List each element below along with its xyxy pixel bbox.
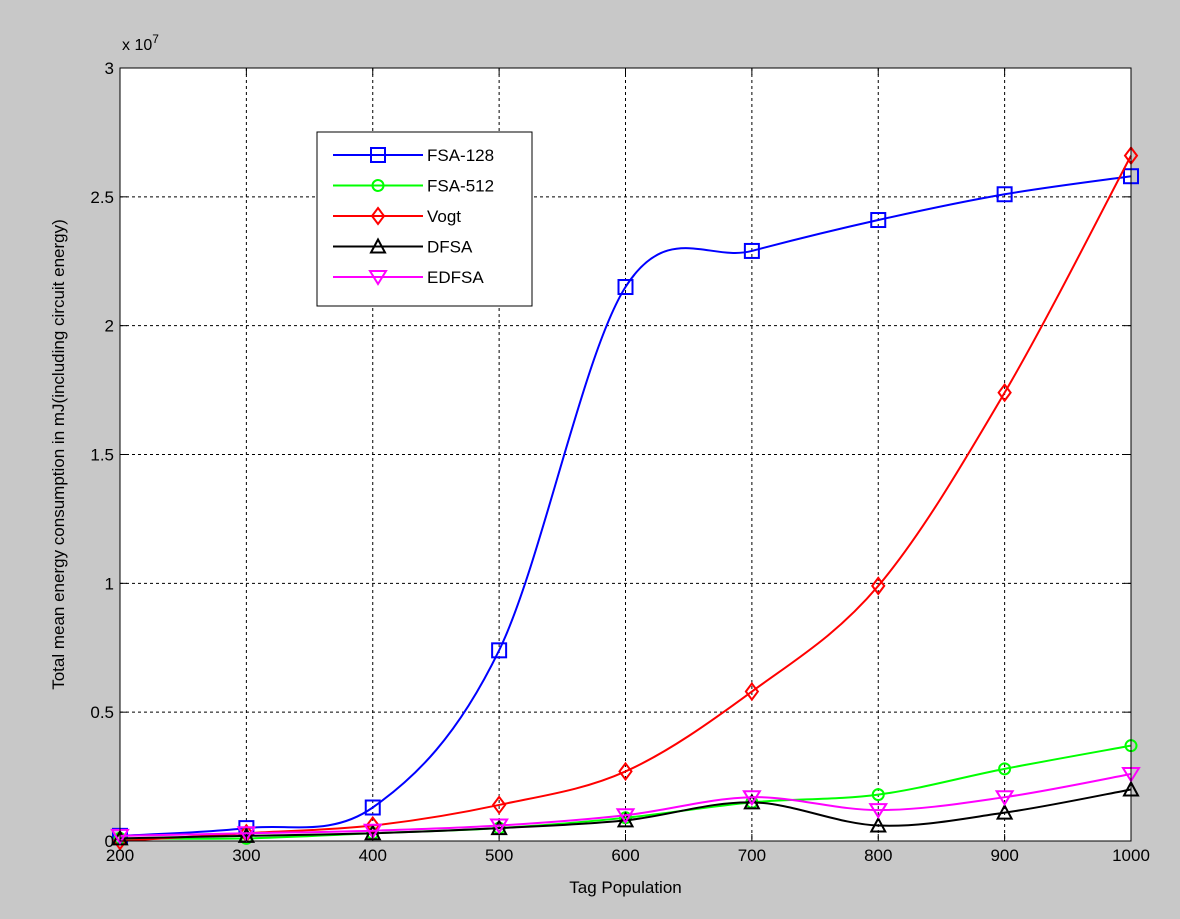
x-tick-label: 800	[864, 846, 892, 865]
y-tick-label: 0.5	[90, 703, 114, 722]
legend-item-dfsa: DFSA	[333, 237, 473, 257]
legend-label: FSA-128	[427, 146, 494, 165]
x-tick-label: 400	[359, 846, 387, 865]
data-point-dfsa	[616, 811, 635, 828]
data-point-vogt	[618, 761, 633, 782]
legend-marker	[370, 206, 386, 226]
y-tick-label: 2.5	[90, 188, 114, 207]
data-point-edfsa	[615, 808, 636, 825]
data-point-dfsa	[869, 816, 887, 833]
x-tick-label: 900	[990, 846, 1018, 865]
series-line-vogt	[119, 155, 1132, 842]
data-point-fsa-128	[743, 242, 760, 259]
y-axis-exponent: x 107	[122, 32, 159, 54]
y-axis-label: Total mean energy consumption in mJ(incl…	[49, 219, 68, 690]
x-tick-label: 300	[232, 846, 260, 865]
y-tick-label: 3	[105, 59, 114, 78]
x-tick-label: 700	[738, 846, 766, 865]
x-tick-label: 500	[485, 846, 513, 865]
data-point-fsa-128	[870, 212, 887, 229]
series-line-edfsa	[119, 773, 1132, 837]
data-point-edfsa	[362, 823, 383, 840]
data-point-vogt	[491, 795, 507, 815]
data-point-vogt	[744, 681, 760, 702]
data-point-fsa-128	[491, 642, 508, 659]
legend-label: Vogt	[427, 207, 461, 226]
data-point-fsa-128	[996, 186, 1013, 203]
legend-label: EDFSA	[427, 268, 484, 287]
data-point-edfsa	[868, 803, 889, 819]
legend-label: FSA-512	[427, 177, 494, 196]
legend-item-fsa-512: FSA-512	[333, 177, 494, 196]
data-point-edfsa	[236, 826, 257, 843]
legend-item-fsa-128: FSA-128	[333, 146, 494, 165]
x-axis-label: Tag Population	[569, 878, 681, 897]
legend-marker	[368, 270, 388, 286]
data-point-edfsa	[742, 790, 762, 807]
data-point-vogt	[871, 576, 886, 596]
data-point-edfsa	[489, 818, 509, 835]
y-tick-label: 1	[105, 574, 114, 593]
x-tick-label: 200	[106, 846, 134, 865]
legend-box	[316, 131, 533, 307]
data-point-vogt	[997, 382, 1012, 403]
data-point-dfsa	[743, 793, 761, 810]
y-tick-label: 2	[105, 317, 114, 336]
legend: FSA-128 FSA-512 Vogt DFSA EDFSA	[316, 131, 533, 307]
series-line-fsa-512	[119, 744, 1132, 840]
legend-item-vogt: Vogt	[333, 206, 461, 226]
data-point-fsa-512	[871, 788, 885, 802]
data-point-fsa-128	[617, 279, 634, 296]
y-tick-label: 1.5	[90, 446, 114, 465]
data-point-fsa-128	[364, 799, 381, 816]
legend-label: DFSA	[427, 238, 473, 257]
legend-marker	[371, 179, 385, 192]
x-tick-label: 600	[611, 846, 639, 865]
series-line-fsa-128	[119, 175, 1132, 837]
data-point-fsa-512	[998, 762, 1012, 776]
data-point-edfsa	[994, 790, 1015, 807]
legend-marker	[369, 237, 387, 254]
legend-item-edfsa: EDFSA	[333, 268, 484, 287]
legend-marker	[370, 147, 386, 163]
y-tick-label: 0	[105, 832, 114, 851]
x-tick-label: 1000	[1112, 846, 1150, 865]
data-point-dfsa	[995, 803, 1014, 820]
